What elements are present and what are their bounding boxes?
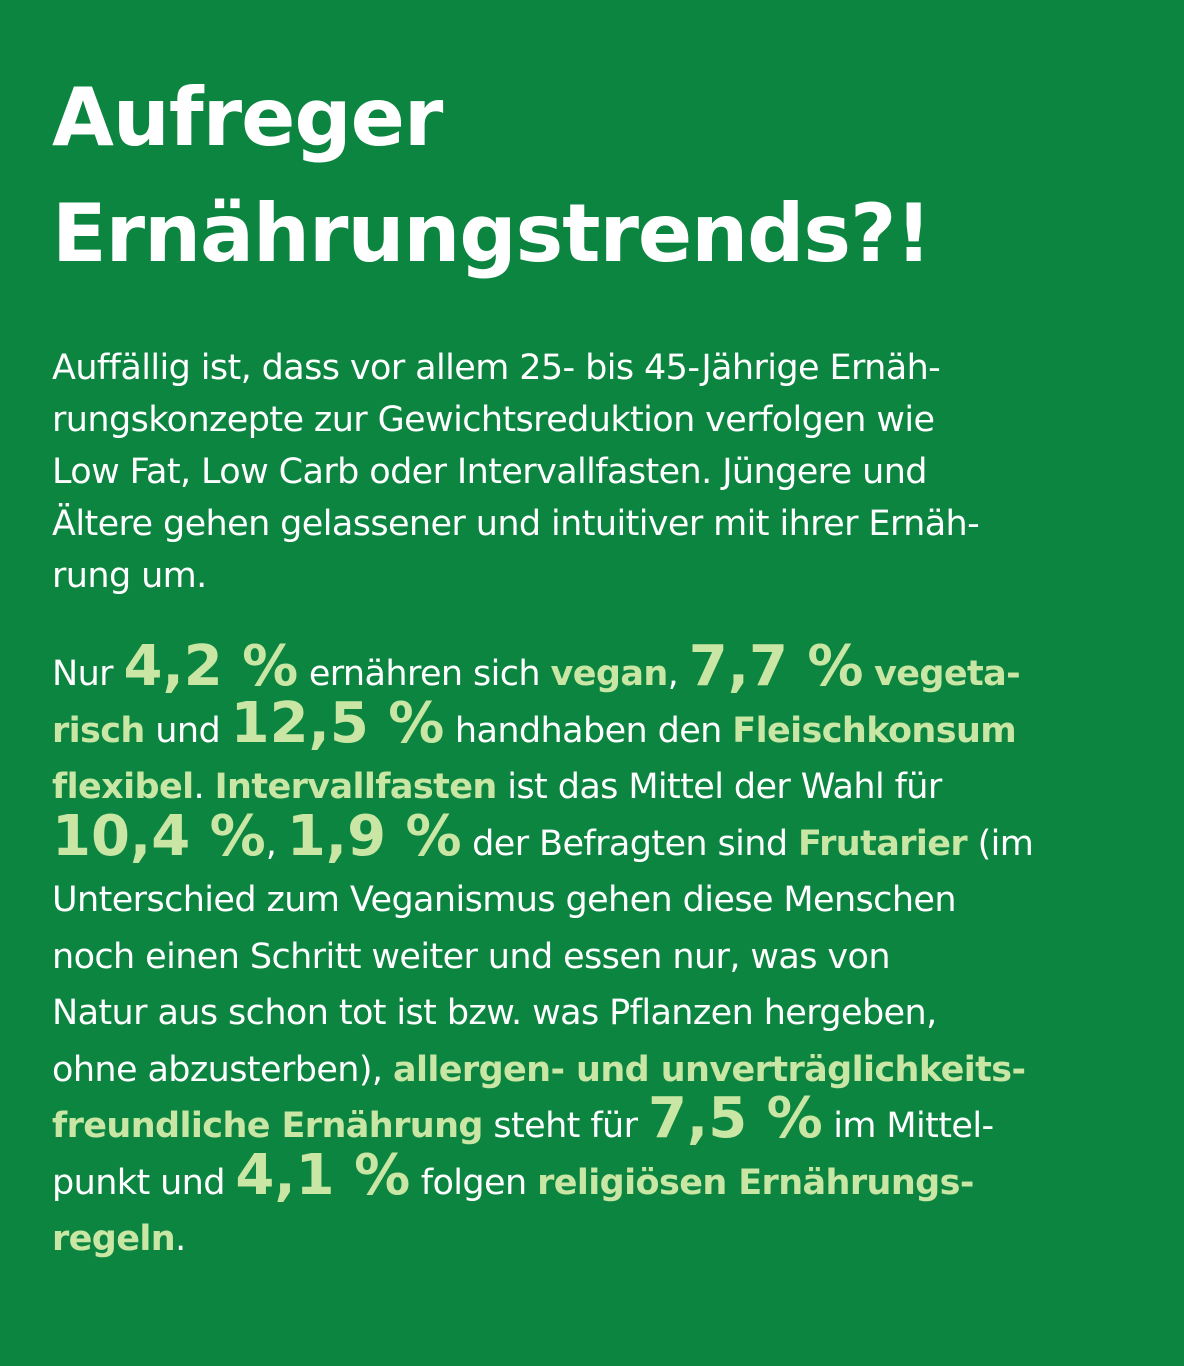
- stats-text: Nur: [52, 654, 124, 694]
- title-line-1: Aufreger: [52, 71, 443, 164]
- statistics-paragraph: Nur 4,2 % ernähren sich vegan, 7,7 % veg…: [52, 639, 1124, 1268]
- stats-text: [864, 654, 875, 694]
- stats-text: .: [175, 1219, 186, 1259]
- intro-line-3: Low Fat, Low Carb oder Intervallfasten. …: [52, 452, 927, 492]
- stats-text: der Befragten sind: [461, 823, 799, 864]
- stats-text: steht für: [482, 1106, 648, 1146]
- highlight-intermittent-fasting: Intervallfasten: [214, 767, 498, 807]
- stats-text: folgen: [410, 1162, 538, 1203]
- highlight-frutarian: Frutarier: [798, 823, 968, 864]
- stats-text: ,: [667, 654, 689, 694]
- stats-text: im Mittel-: [822, 1106, 994, 1146]
- intro-line-1: Auffällig ist, dass vor allem 25- bis 45…: [52, 348, 941, 388]
- highlight-allergen-friendly-cont: freundliche Ernährung: [52, 1106, 483, 1146]
- intro-line-5: rung um.: [52, 556, 207, 596]
- stats-text: ,: [265, 823, 287, 864]
- stats-text: und: [144, 710, 231, 751]
- stats-text: Natur aus schon tot ist bzw. was Pflanze…: [52, 993, 937, 1033]
- highlight-allergen-friendly: allergen- und unverträglichkeits-: [392, 1049, 1026, 1090]
- highlight-vegetarian-cont: risch: [52, 710, 145, 751]
- title-line-2: Ernährungstrends?!: [52, 187, 932, 280]
- stat-fasting-percent: 10,4 %: [52, 803, 266, 869]
- highlight-religious-rules-cont: regeln: [52, 1219, 176, 1259]
- intro-line-4: Ältere gehen gelassener und intuitiver m…: [52, 504, 980, 544]
- intro-paragraph: Auffällig ist, dass vor allem 25- bis 45…: [52, 342, 1124, 602]
- stats-text: Unterschied zum Veganismus gehen diese M…: [52, 880, 957, 920]
- stats-text: .: [193, 767, 215, 807]
- stat-vegetarian-percent: 7,7 %: [688, 634, 864, 699]
- highlight-flexible: flexibel: [52, 767, 194, 807]
- stat-frutarian-percent: 1,9 %: [286, 803, 462, 869]
- stat-vegan-percent: 4,2 %: [123, 634, 299, 699]
- intro-line-2: rungskonzepte zur Gewichtsreduktion verf…: [52, 400, 935, 440]
- stats-text: punkt und: [52, 1162, 236, 1203]
- highlight-meat-consumption: Fleischkonsum: [732, 710, 1017, 751]
- stat-flexitarian-percent: 12,5 %: [230, 690, 445, 756]
- stats-text: ohne abzusterben),: [52, 1049, 393, 1090]
- stat-allergen-percent: 7,5 %: [647, 1086, 823, 1151]
- highlight-religious-rules: religiösen Ernährungs-: [537, 1162, 974, 1203]
- stats-text: handhaben den: [444, 710, 733, 751]
- stats-text: ist das Mittel der Wahl für: [496, 767, 942, 807]
- stat-religious-percent: 4,1 %: [235, 1142, 411, 1208]
- stats-text: (im: [967, 823, 1034, 864]
- highlight-vegetarian: vegeta-: [874, 654, 1021, 694]
- stats-text: ernähren sich: [298, 654, 551, 694]
- page-title: Aufreger Ernährungstrends?!: [52, 60, 1124, 292]
- stats-text: noch einen Schritt weiter und essen nur,…: [52, 936, 891, 977]
- highlight-vegan: vegan: [550, 654, 669, 694]
